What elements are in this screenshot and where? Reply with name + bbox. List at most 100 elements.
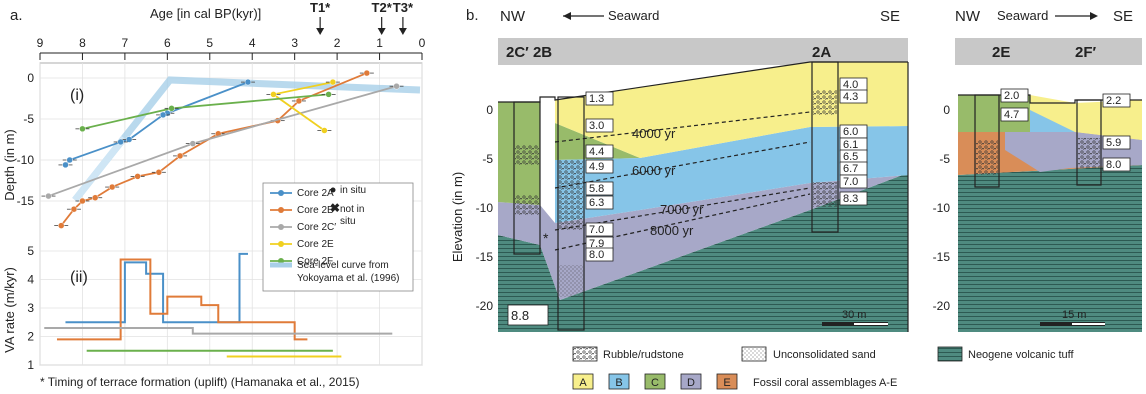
age-box [839,89,868,104]
age-axis-label: Age [in cal BP(kyr)] [150,6,261,21]
key-tuff: Neogene volcanic tuff [968,349,1075,361]
age-box [585,144,614,159]
terrace-label: T1* [310,0,331,15]
va-step-line [56,258,308,341]
elev-tick: -10 [476,201,494,215]
assemblage-code: A [579,377,587,389]
age-box [839,191,868,206]
data-point [189,140,197,147]
terrace-markers: T1* T2* T3* [310,0,414,35]
age-label: 7.0 [843,176,858,188]
age-label: 1.3 [589,93,604,105]
data-point [134,173,141,180]
legend-entry: Core 2C′ [297,222,336,233]
key: Rubble/rudstone Unconsolidated sand Neog… [572,346,1075,390]
age-box [585,91,614,106]
age-tick: 9 [37,36,44,50]
age-label: 4.7 [1004,109,1019,121]
east-core-2e: 2E [992,44,1010,61]
data-point [321,127,328,134]
age-tick: 0 [419,36,426,50]
key-rubble: Rubble/rudstone [603,349,684,361]
isochron-6000 [554,141,811,189]
data-point [176,152,184,160]
footnote: * Timing of terrace formation (uplift) (… [40,375,359,389]
isochron-4000 [554,111,811,143]
subplot-ii-label: (ii) [70,269,88,286]
west-direction: Seaward [608,8,659,23]
legend-entry: Core 2E [297,239,334,250]
data-point [270,91,277,98]
tuff-swatch [937,346,963,362]
data-point [70,205,78,213]
data-point [159,111,167,119]
data-point [45,192,52,200]
age-labels-west: 1.33.04.44.95.86.37.07.98.04.04.36.06.16… [585,77,868,262]
data-point [155,169,163,176]
assemblage-swatch [716,373,738,390]
key-assemblages: Fossil coral assemblages A-E [753,377,897,389]
assemblage-code: E [723,377,730,389]
age-tick: 8 [79,36,86,50]
age-label: 4.4 [589,146,604,158]
sand-swatch [741,346,767,362]
age-label: 5.8 [589,183,604,195]
va-step-line [44,326,393,335]
data-point [91,194,99,201]
va-step-line [65,252,248,324]
age-tick: 1 [376,36,383,50]
depth-tick: -15 [17,194,35,208]
age-tick: 6 [164,36,171,50]
data-point [62,161,69,169]
data-point [79,197,86,205]
va-tick: 5 [27,244,34,258]
assemblage-swatch [608,373,630,390]
core-2c-column [513,101,541,255]
va-axis-label: VA rate (m/kyr) [2,267,17,353]
assemblage-code: B [615,377,622,389]
core-2b-column [557,96,585,331]
age-2c-label: 8.8 [511,308,529,323]
va-rate-layer [44,252,393,358]
west-core-bar [498,38,908,65]
elev-tick: -15 [933,250,951,264]
legend-entry: Core 2F [297,256,333,267]
east-direction: Seaward [997,8,1048,23]
age-label: 7.0 [589,224,604,236]
isochron-7000-label: 7000 yr [660,202,704,217]
east-core-bar [955,38,1142,65]
assemblage-a-west [555,62,908,158]
age-box [585,181,614,196]
depth-tick: -5 [23,112,34,126]
age-box [1000,88,1029,103]
elev-tick: 0 [943,103,950,117]
west-cores-left: 2C′ 2B [506,44,552,61]
seaward-left-arrow-icon [563,12,571,20]
scale-east-label: 15 m [1062,309,1086,321]
elev-axis-label: Elevation (in m) [450,172,465,262]
depth-ticks: 0 -5 -10 -15 [17,71,35,208]
tuff-layer [498,173,908,332]
age-label: 2.2 [1106,95,1121,107]
age-label: 3.0 [589,120,604,132]
data-point [295,97,303,105]
east-nw: NW [955,8,981,25]
data-point [66,156,73,164]
data-point [363,69,371,77]
panel-a-label: a. [10,7,23,24]
assemblage-code: C [651,377,659,389]
age-tick: 2 [334,36,341,50]
west-cores-right: 2A [812,44,831,61]
legend-in-situ: in situ [340,185,366,196]
panel-b: b. NW Seaward SE 2C′ 2B 2A 4000 yr 6000 … [450,7,1142,390]
east-core-2f: 2F′ [1075,44,1097,61]
va-tick: 1 [27,358,34,372]
age-label: 8.0 [1106,159,1121,171]
west-nw: NW [500,8,526,25]
data-point [79,125,86,133]
age-label: 2.0 [1004,90,1019,102]
elev-ticks-west: 0 -5 -10 -15 -20 [476,103,494,313]
elev-tick: -20 [933,299,951,313]
assemblage-b-west [555,126,908,223]
sea-level-curve-lower [72,135,127,203]
